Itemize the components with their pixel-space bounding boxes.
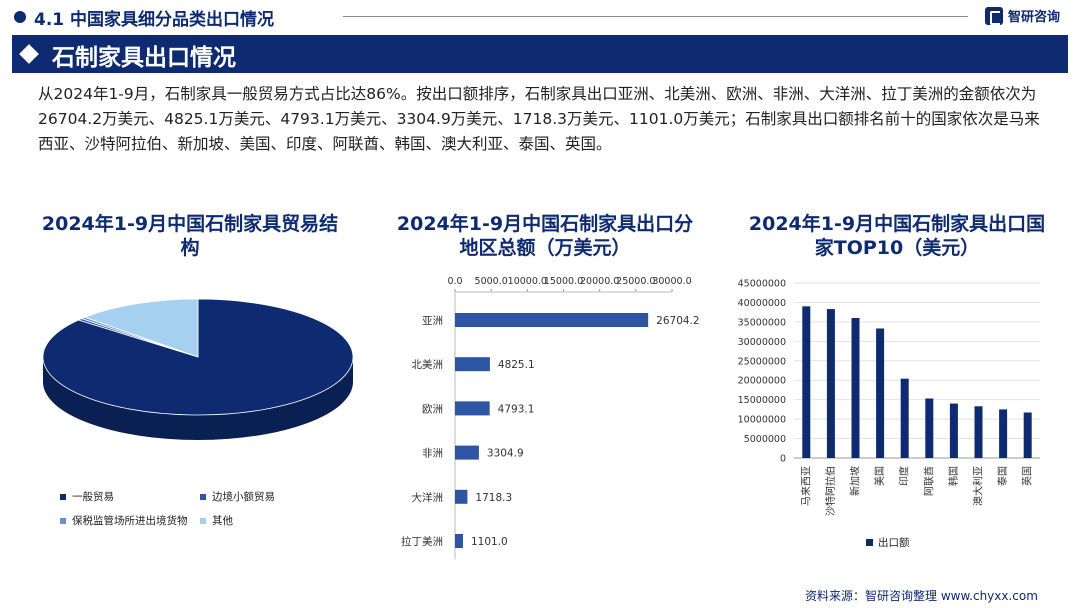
category-label-2: 新加坡 — [849, 466, 862, 496]
chart2-title-line2: 地区总额（万美元） — [459, 237, 631, 259]
chart1-title: 2024年1-9月中国石制家具贸易结 构 — [20, 212, 360, 260]
bar-5 — [455, 534, 463, 548]
legend-swatch — [866, 539, 873, 546]
bar-1 — [455, 357, 490, 372]
category-label-1: 沙特阿拉伯 — [824, 466, 837, 516]
bar-1 — [826, 309, 835, 458]
category-label-9: 英国 — [1021, 466, 1034, 486]
legend-swatch — [200, 493, 206, 500]
legend-label: 一般贸易 — [72, 491, 114, 503]
category-label-4: 印度 — [898, 466, 911, 486]
chart3-title-line2: 家TOP10（美元） — [814, 237, 980, 259]
data-label-2: 4793.1 — [498, 403, 535, 415]
legend-swatch — [60, 517, 66, 524]
bar-3 — [876, 328, 885, 458]
x-tick-label-3: 15000.0 — [544, 276, 583, 287]
category-label-0: 马来西亚 — [800, 466, 812, 506]
data-label-3: 3304.9 — [487, 448, 524, 460]
legend-swatch — [60, 493, 66, 500]
chart1-legend-item-0: 一般贸易 — [60, 489, 114, 504]
bar-2 — [851, 318, 860, 458]
bar-0 — [802, 306, 811, 458]
legend-label: 其他 — [212, 515, 233, 527]
chart1-pie — [42, 298, 354, 440]
bar-2 — [455, 401, 490, 416]
category-label-0: 亚洲 — [422, 315, 443, 327]
data-label-5: 1101.0 — [471, 536, 508, 548]
y-tick-label-2: 10000000 — [738, 415, 786, 426]
y-tick-label-3: 15000000 — [738, 395, 786, 406]
bar-9 — [1023, 412, 1032, 458]
page-title: 石制家具出口情况 — [52, 45, 236, 71]
x-tick-label-4: 20000.0 — [580, 276, 619, 287]
bar-7 — [974, 406, 983, 458]
pie-side-0 — [43, 357, 353, 440]
chart2-title: 2024年1-9月中国石制家具出口分 地区总额（万美元） — [372, 212, 718, 260]
category-label-7: 澳大利亚 — [972, 466, 985, 506]
chart1-legend-item-1: 边境小额贸易 — [200, 489, 275, 504]
data-label-1: 4825.1 — [498, 359, 535, 371]
category-label-2: 欧洲 — [422, 403, 443, 415]
y-tick-label-0: 0 — [780, 454, 786, 465]
category-label-1: 北美洲 — [412, 358, 444, 371]
category-label-5: 阿联酋 — [922, 466, 935, 496]
legend-label: 边境小额贸易 — [212, 491, 275, 503]
chart3-title-line1: 2024年1-9月中国石制家具出口国 — [748, 213, 1046, 235]
chart1-legend-item-3: 其他 — [200, 513, 233, 528]
x-tick-label-5: 25000.0 — [616, 276, 655, 287]
brand-logo-icon — [985, 6, 1003, 25]
bar-0 — [455, 313, 649, 327]
chart1-legend-item-2: 保税监管场所进出境货物 — [60, 513, 188, 528]
category-label-4: 大洋洲 — [412, 491, 444, 504]
y-tick-label-8: 40000000 — [738, 298, 786, 309]
category-label-3: 非洲 — [422, 448, 443, 460]
bar-3 — [455, 445, 479, 460]
pie-slice-3 — [83, 298, 199, 358]
y-tick-label-9: 45000000 — [738, 279, 786, 290]
chart2-hbar: 0.0 5000.0 10000.015000.020000.025000.0300… — [401, 276, 700, 560]
bar-6 — [949, 403, 958, 458]
header-rule — [343, 16, 968, 17]
x-tick-label-2: 10000.0 — [508, 276, 547, 287]
category-label-6: 韩国 — [947, 466, 960, 486]
legend-swatch — [200, 517, 206, 524]
brand: 智研咨询 — [985, 6, 1060, 25]
x-tick-label-0: 0.0 — [447, 276, 462, 287]
y-tick-label-4: 20000000 — [738, 376, 786, 387]
source-note: 资料来源：智研咨询整理 www.chyxx.com — [805, 589, 1038, 603]
chart1-title-line2: 构 — [180, 237, 200, 259]
legend-label: 保税监管场所进出境货物 — [72, 515, 188, 527]
y-tick-label-1: 5000000 — [744, 434, 786, 445]
legend-label: 出口额 — [878, 537, 910, 549]
brand-name: 智研咨询 — [1008, 10, 1061, 25]
chart3-vbar: 0 5000000 10000000 15000000 20000000 25000000… — [738, 279, 1040, 516]
bullet-dot-icon — [14, 11, 26, 23]
category-label-3: 美国 — [873, 466, 886, 486]
section-title: 4.1 中国家具细分品类出口情况 — [34, 10, 275, 30]
data-label-0: 26704.2 — [656, 315, 699, 327]
title-bar: 石制家具出口情况 — [12, 35, 1068, 73]
y-tick-label-7: 35000000 — [738, 317, 786, 328]
data-label-4: 1718.3 — [475, 492, 512, 504]
y-tick-label-6: 30000000 — [738, 337, 786, 348]
summary-paragraph: 从2024年1-9月，石制家具一般贸易方式占比达86%。按出口额排序，石制家具出… — [38, 85, 1040, 153]
bar-4 — [455, 489, 468, 504]
chart3-title: 2024年1-9月中国石制家具出口国 家TOP10（美元） — [722, 212, 1072, 260]
bar-4 — [900, 378, 909, 458]
category-label-5: 拉丁美洲 — [401, 535, 443, 548]
x-tick-label-1: 5000.0 — [475, 276, 508, 287]
bar-8 — [999, 409, 1008, 458]
chart2-title-line1: 2024年1-9月中国石制家具出口分 — [396, 213, 694, 235]
top-header: 4.1 中国家具细分品类出口情况 智研咨询 — [0, 0, 1080, 34]
bar-5 — [925, 398, 934, 458]
chart1-title-line1: 2024年1-9月中国石制家具贸易结 — [41, 213, 339, 235]
diamond-icon — [19, 44, 39, 64]
category-label-8: 泰国 — [996, 466, 1009, 486]
y-tick-label-5: 25000000 — [738, 356, 786, 367]
x-tick-label-6: 30000.0 — [652, 276, 691, 287]
chart3-legend: 出口额 — [866, 535, 910, 550]
